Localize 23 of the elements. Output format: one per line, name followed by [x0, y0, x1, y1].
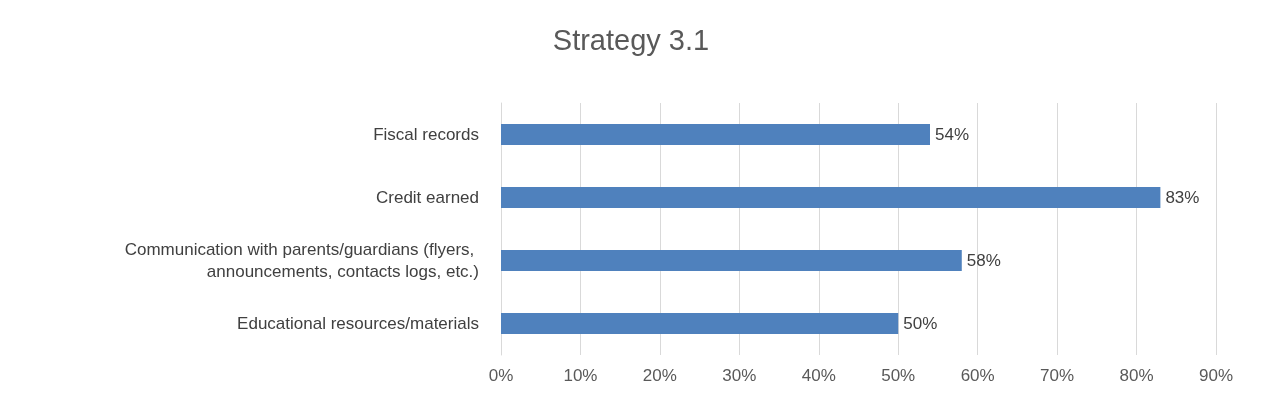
- x-tick-label: 80%: [1119, 366, 1154, 385]
- x-tick-label: 60%: [960, 366, 995, 385]
- data-label: 58%: [966, 251, 1001, 270]
- y-tick-label: Communication with parents/guardians (flyers, announcements, contacts logs, etc.): [124, 240, 479, 281]
- bar: [501, 313, 899, 334]
- chart-title: Strategy 3.1: [552, 23, 710, 56]
- x-tick-label: 90%: [1198, 366, 1234, 385]
- bar: [501, 187, 1161, 208]
- x-tick-label: 10%: [563, 366, 598, 385]
- bar: [501, 124, 930, 145]
- x-tick-label: 40%: [801, 366, 836, 385]
- x-tick-label: 30%: [722, 366, 757, 385]
- data-label: 50%: [903, 314, 938, 333]
- bar: [501, 250, 962, 271]
- y-tick-label: Credit earned: [375, 188, 479, 207]
- data-label: 54%: [935, 125, 970, 144]
- x-tick-label: 50%: [881, 366, 916, 385]
- x-tick-label: 70%: [1040, 366, 1075, 385]
- y-tick-label: Educational resources/materials: [237, 314, 479, 333]
- data-label: 83%: [1165, 188, 1200, 207]
- x-tick-label: 0%: [488, 366, 514, 385]
- x-tick-label: 20%: [642, 366, 677, 385]
- y-tick-label: Fiscal records: [373, 125, 479, 144]
